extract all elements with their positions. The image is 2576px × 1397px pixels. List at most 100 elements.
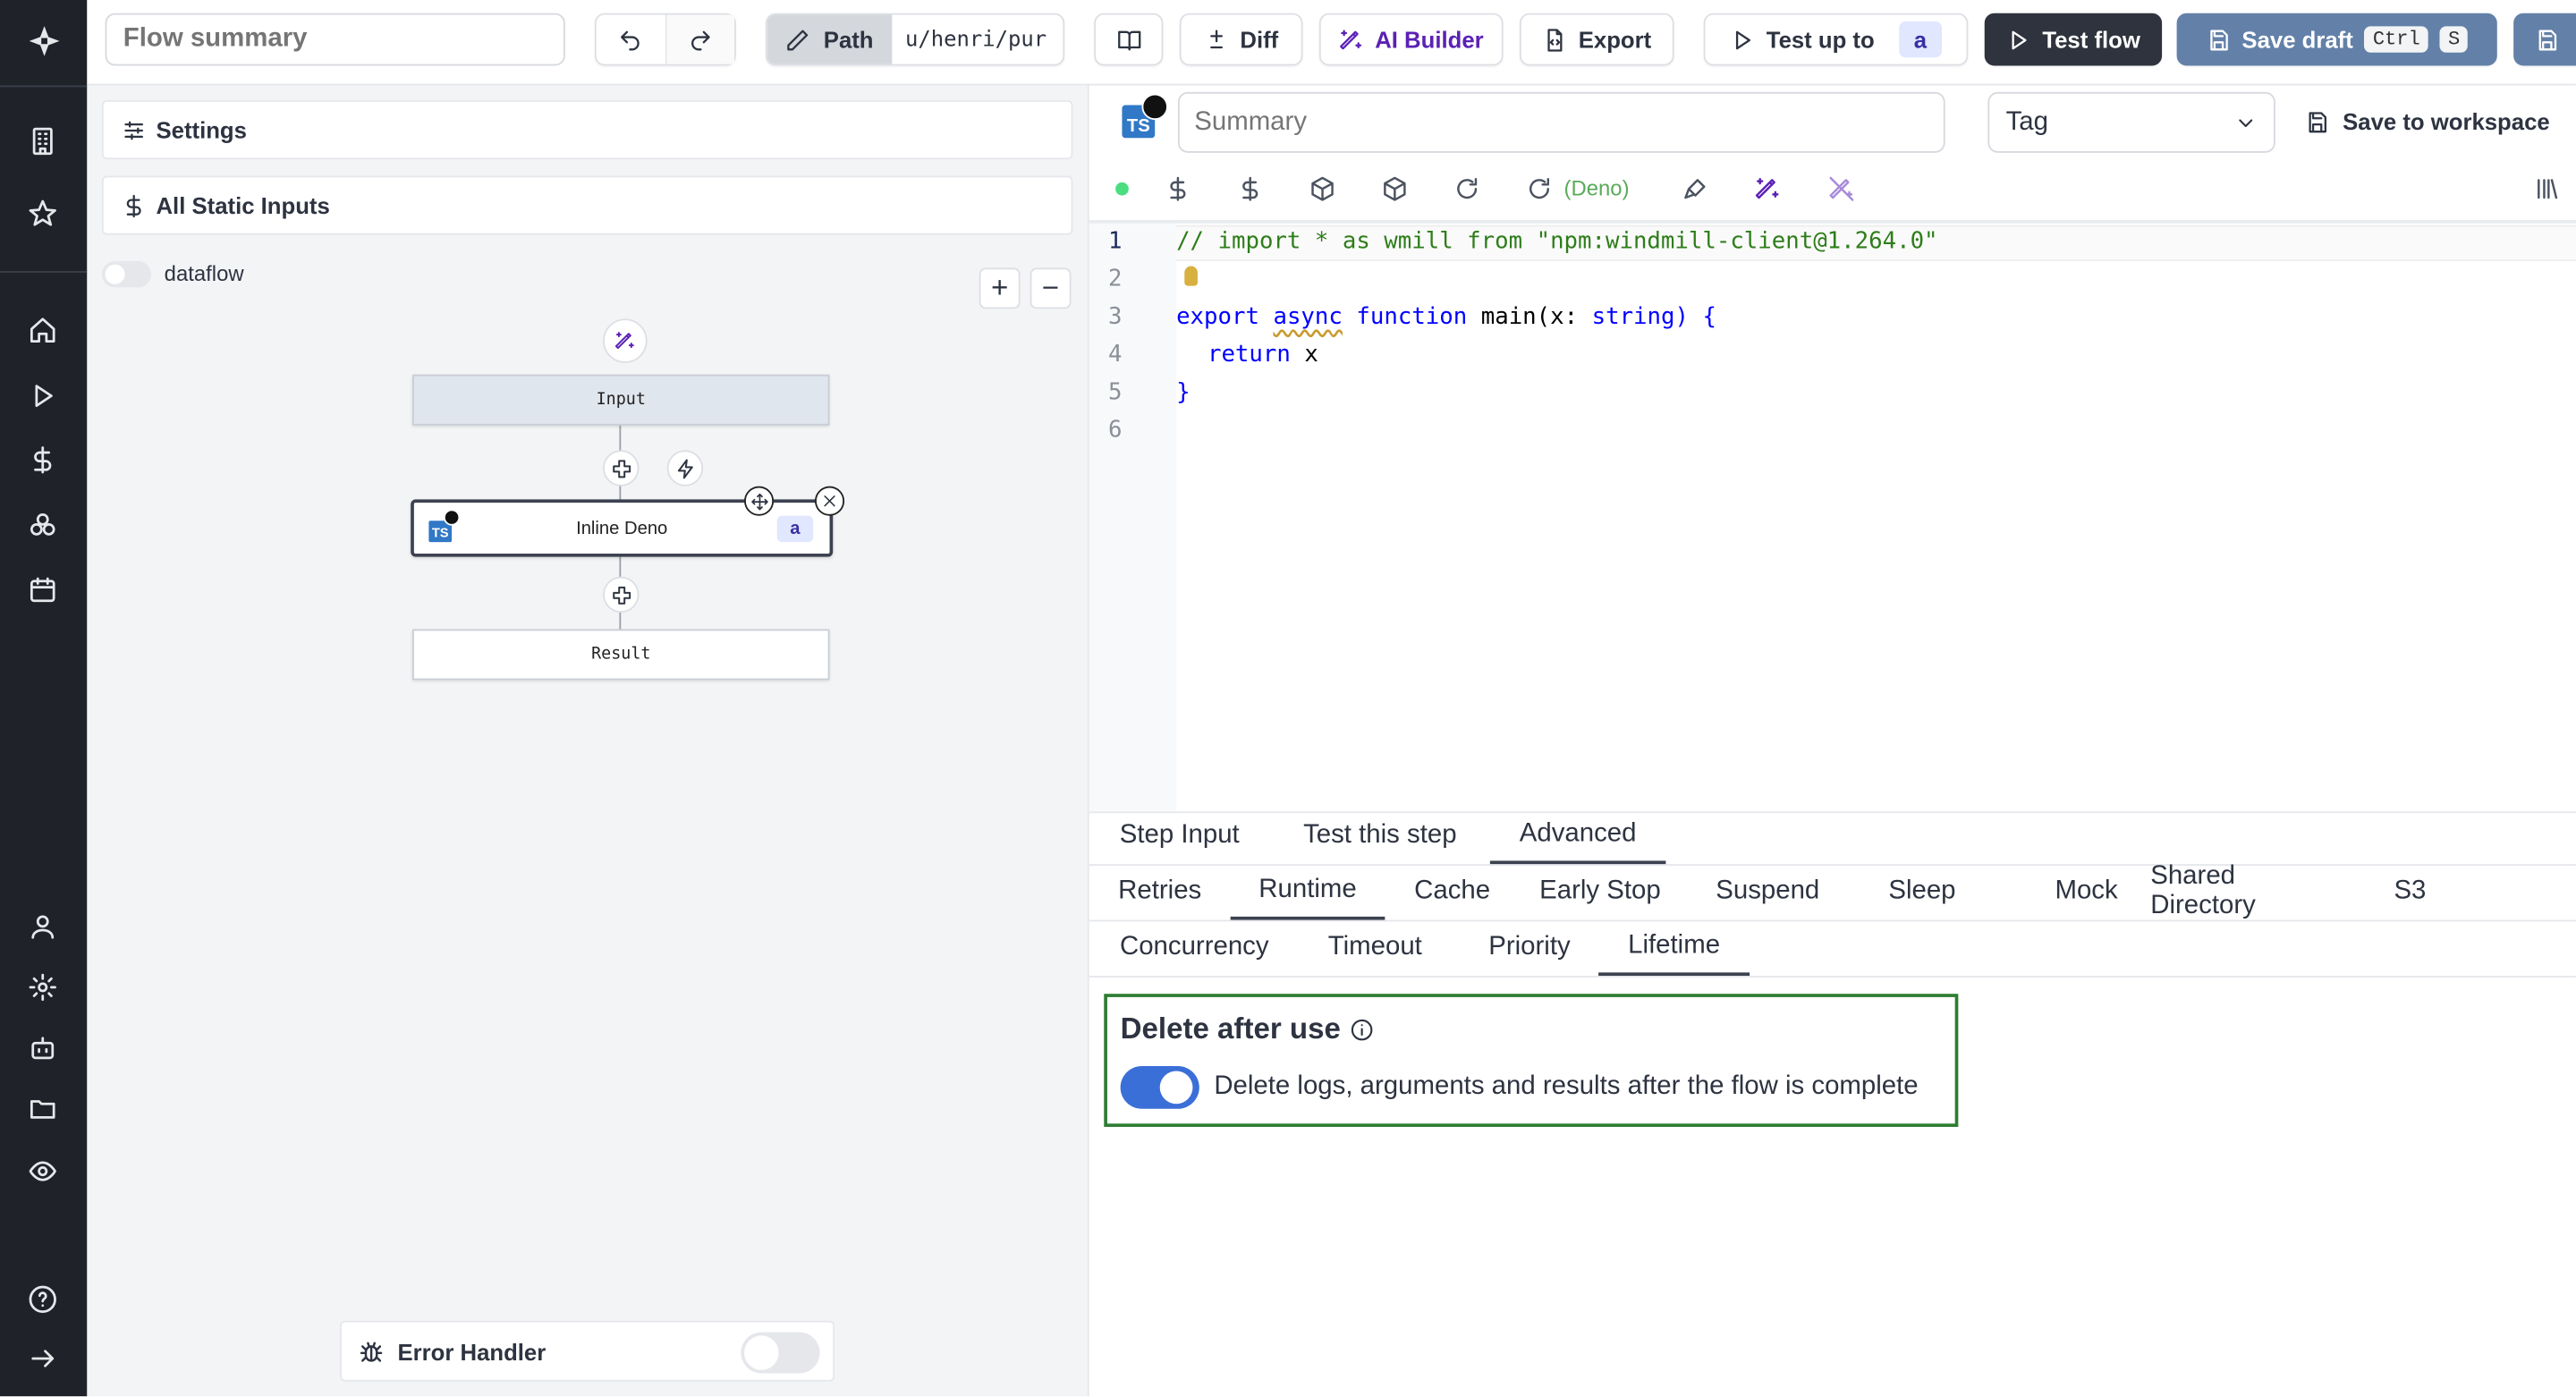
result-node[interactable]: Result (412, 629, 830, 681)
tag-placeholder: Tag (2005, 107, 2048, 136)
tab-test-this-step[interactable]: Test this step (1303, 821, 1457, 850)
play-icon[interactable] (28, 381, 57, 411)
bot-icon[interactable] (28, 1033, 57, 1063)
tag-select[interactable]: Tag (1987, 91, 2275, 153)
save-draft-label: Save draft (2241, 26, 2353, 53)
tab-mock[interactable]: Mock (2055, 876, 2118, 906)
diff-button[interactable]: Diff (1179, 13, 1303, 66)
refresh-icon[interactable] (1526, 176, 1552, 202)
building-icon[interactable] (28, 126, 57, 156)
undo-icon (618, 27, 643, 52)
redo-icon (688, 27, 713, 52)
tab-sleep[interactable]: Sleep (1888, 876, 1956, 906)
calendar-icon[interactable] (28, 575, 57, 605)
path-field[interactable]: Path u/henri/pur (765, 13, 1065, 66)
home-icon[interactable] (28, 316, 57, 345)
kbd-ctrl: Ctrl (2364, 26, 2428, 53)
static-inputs-card[interactable]: All Static Inputs (101, 175, 1073, 235)
input-node[interactable]: Input (412, 374, 830, 426)
export-label: Export (1578, 26, 1652, 53)
save-draft-button[interactable]: Save draft Ctrl S (2176, 13, 2497, 66)
error-handler-toggle[interactable] (741, 1332, 820, 1374)
zoom-out-button[interactable]: − (1030, 267, 1072, 309)
tab-cache[interactable]: Cache (1414, 876, 1491, 906)
tab-lifetime[interactable]: Lifetime (1598, 920, 1750, 976)
code-token: async (1273, 303, 1343, 331)
bug-icon (358, 1338, 384, 1364)
help-icon[interactable] (28, 1284, 57, 1314)
inline-deno-node[interactable]: TS Inline Deno a (411, 499, 834, 557)
tab-retries[interactable]: Retries (1118, 876, 1202, 906)
tab-timeout[interactable]: Timeout (1327, 933, 1422, 961)
windmill-logo-icon[interactable] (26, 23, 62, 59)
wand-icon (614, 330, 636, 351)
gear-icon[interactable] (28, 972, 57, 1002)
dataflow-toggle[interactable] (101, 261, 151, 288)
add-trigger-button[interactable] (666, 450, 704, 487)
delete-after-use-label: Delete logs, arguments and results after… (1214, 1072, 1919, 1101)
code-editor[interactable]: 1 2 3 4 5 6 // import * as wmill from "n… (1089, 220, 2576, 814)
code-line-5: } (1176, 379, 1191, 406)
ai-flow-button[interactable] (603, 318, 648, 363)
tab-early-stop[interactable]: Early Stop (1539, 876, 1661, 906)
test-up-to-button[interactable]: Test up to a (1703, 13, 1969, 66)
move-icon (750, 492, 767, 510)
step-summary-input[interactable] (1177, 91, 1945, 153)
info-icon[interactable] (1351, 1018, 1374, 1041)
tab-s3[interactable]: S3 (2394, 876, 2427, 906)
delete-after-use-toggle[interactable] (1120, 1066, 1199, 1109)
resources-icon[interactable] (28, 511, 57, 540)
diff-label: Diff (1240, 26, 1279, 53)
sidebar (0, 0, 88, 1397)
tab-advanced[interactable]: Advanced (1489, 809, 1666, 865)
insert-step-button[interactable] (603, 450, 640, 487)
zoom-in-button[interactable]: + (979, 267, 1021, 309)
dollar-icon[interactable] (28, 445, 57, 475)
code-token: return (1207, 342, 1291, 368)
tab-concurrency[interactable]: Concurrency (1119, 933, 1269, 961)
wand-off-icon[interactable] (1828, 176, 1854, 202)
code-line-1: // import * as wmill from "npm:windmill-… (1176, 228, 1938, 255)
wand-icon[interactable] (1755, 176, 1781, 202)
save-to-workspace-button[interactable]: Save to workspace (2305, 106, 2550, 139)
file-code-icon (1542, 27, 1567, 52)
user-icon[interactable] (28, 911, 57, 941)
runtime-subtabs: Concurrency Timeout Priority Lifetime (1089, 920, 2576, 978)
delete-step-button[interactable] (815, 486, 845, 516)
tab-suspend[interactable]: Suspend (1716, 876, 1820, 906)
insert-step-button[interactable] (603, 576, 640, 614)
tab-priority[interactable]: Priority (1488, 933, 1571, 961)
tab-shared-directory[interactable]: Shared Directory (2150, 862, 2256, 920)
ai-builder-button[interactable]: AI Builder (1318, 13, 1504, 66)
package-icon[interactable] (1309, 176, 1335, 202)
code-token: x: (1550, 303, 1592, 331)
folder-icon[interactable] (28, 1094, 57, 1123)
brush-icon[interactable] (1682, 176, 1708, 202)
dollar-icon[interactable] (1237, 176, 1263, 202)
arrow-right-icon[interactable] (28, 1343, 57, 1373)
lightbulb-icon[interactable] (1184, 266, 1198, 286)
bolt-icon (674, 458, 696, 479)
package-icon[interactable] (1382, 176, 1408, 202)
move-step-button[interactable] (744, 486, 775, 516)
error-handler-card[interactable]: Error Handler (340, 1320, 835, 1382)
deploy-button[interactable] (2513, 13, 2576, 66)
line-gutter: 1 2 3 4 5 6 (1089, 223, 1177, 812)
tab-step-input[interactable]: Step Input (1119, 821, 1240, 850)
tab-runtime[interactable]: Runtime (1230, 864, 1385, 920)
docs-button[interactable] (1094, 13, 1164, 66)
code-token: export (1176, 303, 1259, 331)
refresh-icon[interactable] (1453, 176, 1479, 202)
eye-icon[interactable] (28, 1156, 57, 1186)
flow-summary-input[interactable] (105, 13, 565, 66)
test-flow-button[interactable]: Test flow (1984, 13, 2163, 66)
delete-after-use-section: Delete after use Delete logs, arguments … (1104, 994, 1959, 1127)
export-button[interactable]: Export (1519, 13, 1674, 66)
path-value: u/henri/pur (905, 27, 1047, 52)
dollar-icon[interactable] (1165, 176, 1191, 202)
undo-button[interactable] (597, 14, 666, 64)
redo-button[interactable] (665, 14, 735, 64)
settings-card[interactable]: Settings (101, 100, 1073, 160)
star-icon[interactable] (28, 199, 57, 228)
library-icon[interactable] (2533, 176, 2559, 202)
